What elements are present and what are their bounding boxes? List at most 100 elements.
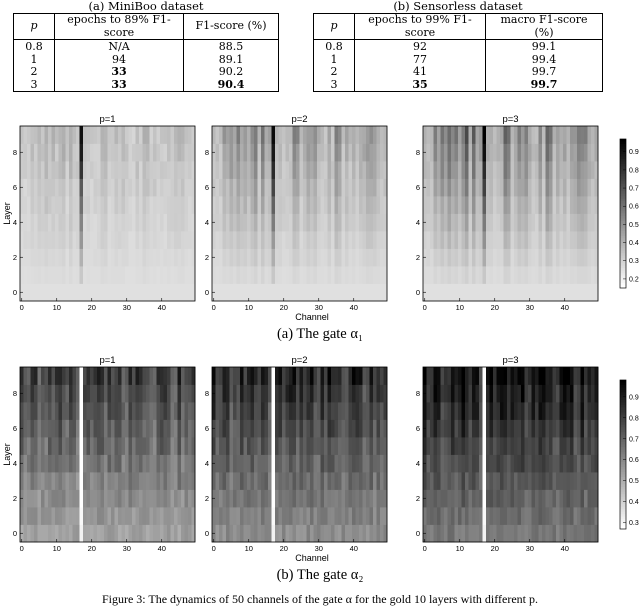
heatmap-cell [461, 507, 466, 525]
heatmap-cell [282, 283, 286, 302]
heatmap-cell [20, 507, 24, 525]
heatmap-cell [132, 489, 136, 508]
heatmap-cell [303, 283, 307, 302]
heatmap-cell [229, 454, 234, 473]
heatmap-cell [139, 472, 143, 490]
heatmap-cell [461, 402, 466, 420]
heatmap-cell [296, 126, 300, 144]
heatmap-cell [514, 437, 518, 455]
heatmap-cell [121, 402, 126, 420]
heatmap-cell [479, 384, 483, 403]
heatmap-cell [163, 126, 168, 144]
heatmap-cell [191, 489, 196, 508]
heatmap-cell [451, 367, 455, 385]
heatmap-cell [51, 231, 56, 249]
heatmap-cell [366, 367, 370, 385]
heatmap-cell [542, 161, 546, 179]
heatmap-cell [577, 213, 581, 232]
heatmap-cell [545, 178, 550, 197]
heatmap-cell [236, 402, 241, 420]
heatmap-cell [577, 437, 581, 455]
heatmap-cell [167, 213, 171, 232]
x-tick-label: 10 [456, 544, 464, 553]
heatmap-cell [222, 161, 227, 179]
heatmap-cell [268, 126, 272, 144]
x-tick-label: 20 [280, 303, 288, 312]
heatmap-cell [380, 419, 384, 438]
heatmap-cell [121, 419, 126, 438]
heatmap-cell [135, 524, 140, 543]
heatmap-cell [440, 437, 445, 455]
heatmap-cell [531, 266, 536, 284]
heatmap-cell [65, 196, 70, 214]
heatmap-cell [97, 178, 101, 197]
heatmap-cell [243, 437, 248, 455]
heatmap-cell [345, 419, 349, 438]
heatmap-cell [93, 419, 98, 438]
heatmap-cell [86, 454, 91, 473]
heatmap-cell [90, 196, 94, 214]
heatmap-cell [510, 402, 515, 420]
heatmap-cell [160, 402, 164, 420]
heatmap-cell [34, 143, 38, 162]
colorbar-segment [620, 491, 626, 495]
heatmap-cell [570, 367, 574, 385]
heatmap-cell [118, 213, 122, 232]
heatmap-cell [580, 283, 585, 302]
heatmap-cell [83, 213, 87, 232]
heatmap-cell [327, 367, 332, 385]
heatmap-cell [72, 126, 77, 144]
heatmap-cell [177, 143, 182, 162]
heatmap-cell [507, 367, 511, 385]
heatmap-cell [51, 472, 56, 490]
y-tick-label: 2 [13, 253, 17, 262]
heatmap-cell [475, 402, 480, 420]
heatmap-cell [503, 248, 508, 267]
heatmap-cell [376, 266, 381, 284]
heatmap-cell [549, 437, 553, 455]
heatmap-cell [334, 213, 339, 232]
heatmap-cell [369, 472, 374, 490]
heatmap-cell [114, 231, 119, 249]
heatmap-cell [271, 489, 276, 508]
heatmap-cell [359, 231, 363, 249]
heatmap-cell [475, 213, 480, 232]
heatmap-cell [383, 524, 388, 543]
heatmap-cell [292, 143, 297, 162]
heatmap-cell [23, 419, 28, 438]
heatmap-cell [327, 524, 332, 543]
heatmap-cell [250, 384, 255, 403]
colorbar-segment [620, 176, 626, 180]
heatmap-cell [524, 143, 529, 162]
heatmap-cell [489, 402, 494, 420]
heatmap-cell [118, 367, 122, 385]
heatmap-cell [30, 384, 35, 403]
heatmap-cell [188, 402, 192, 420]
colorbar-frame [619, 138, 627, 289]
heatmap-cell [184, 454, 189, 473]
heatmap-cell [243, 178, 248, 197]
heatmap-cell [58, 283, 63, 302]
heatmap-cell [521, 384, 525, 403]
heatmap-cell [55, 367, 59, 385]
heatmap-cell [423, 126, 427, 144]
heatmap-cell [573, 248, 578, 267]
heatmap-cell [247, 384, 251, 403]
heatmap-cell [535, 367, 539, 385]
heatmap-cell [170, 213, 175, 232]
heatmap-cell [528, 454, 532, 473]
y-tick-label: 8 [205, 148, 209, 157]
heatmap-cell [310, 524, 314, 543]
heatmap-cell [229, 472, 234, 490]
heatmap-cell [341, 507, 346, 525]
heatmap-cell [160, 472, 164, 490]
heatmap-cell [573, 196, 578, 214]
heatmap-cell [226, 472, 230, 490]
table-row: 3 33 90.4 [13, 78, 279, 92]
heatmap-cell [545, 161, 550, 179]
heatmap-cell [373, 384, 377, 403]
table-row: 0.8 N/A 88.5 [13, 39, 279, 54]
heatmap-cell [34, 161, 38, 179]
heatmap-cell [135, 143, 140, 162]
heatmap-cell [496, 196, 501, 214]
